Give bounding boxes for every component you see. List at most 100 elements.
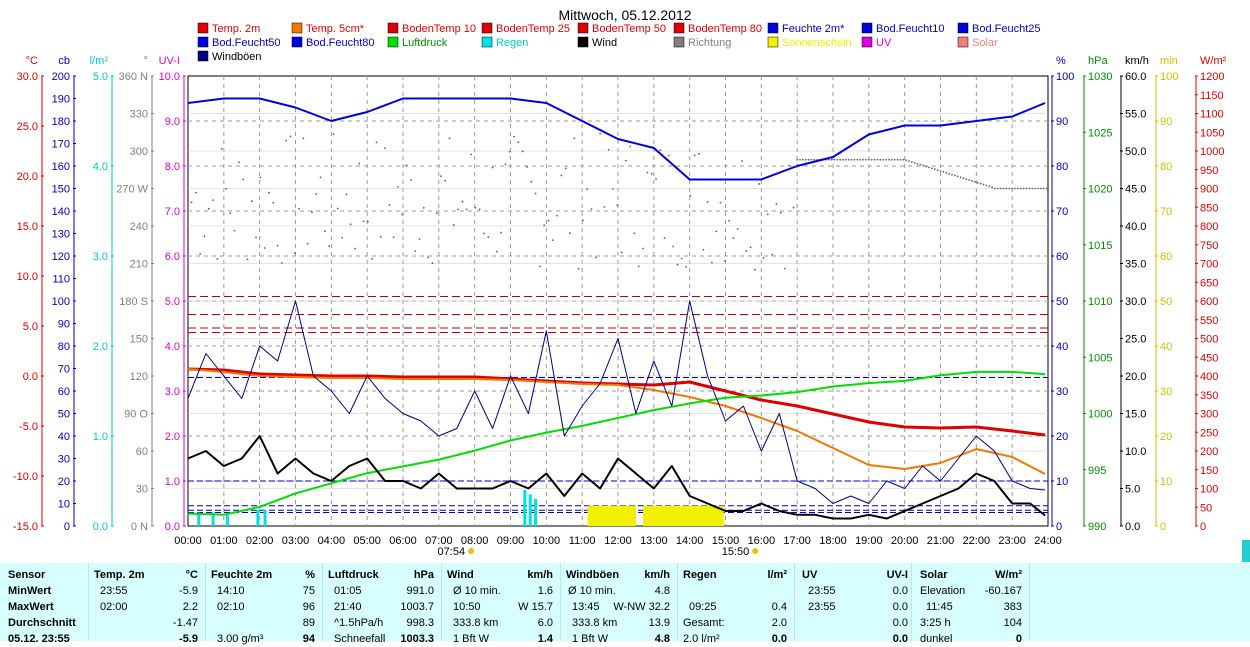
divider	[677, 563, 678, 641]
direction-dot	[974, 180, 976, 183]
axis-tick-label: 0.0	[93, 521, 108, 533]
stats-feuchte-abs: 3.00 g/m³	[217, 633, 264, 645]
axis-tick-label: 15.0	[1125, 409, 1146, 421]
stats-temp2m-current: -5.9	[179, 633, 198, 645]
direction-dot	[354, 247, 356, 250]
legend-label: BodenTemp 80	[688, 23, 762, 35]
direction-dot	[936, 169, 939, 172]
direction-dot	[689, 194, 692, 197]
direction-dot	[663, 237, 666, 240]
stats-temp2m-min: -5.9	[179, 585, 198, 597]
axis-tick-label: 3.0	[165, 386, 180, 398]
direction-dot	[908, 160, 910, 163]
sunrise-label: 07:54	[438, 546, 466, 558]
x-tick-label: 01:00	[210, 535, 238, 547]
direction-dot	[962, 177, 965, 180]
direction-dot	[504, 163, 507, 166]
direction-dot	[1037, 187, 1039, 190]
stats-regen-current: 0.0	[771, 633, 787, 645]
axis-tick-label: 600	[1200, 296, 1218, 308]
direction-dot	[491, 166, 494, 169]
stats-solar-elevation: -60.167	[984, 585, 1022, 597]
direction-dot	[637, 265, 640, 268]
direction-dot	[650, 172, 653, 175]
legend-swatch	[387, 22, 399, 34]
direction-dot	[775, 203, 778, 205]
stats-regen-max-time: 09:25	[689, 601, 717, 613]
axis-tick-label: 550	[1200, 315, 1218, 327]
direction-dot	[910, 161, 913, 163]
x-tick-label: 04:00	[318, 535, 346, 547]
rain-bar	[528, 494, 532, 526]
stats-windboeen-unit: km/h	[644, 569, 670, 581]
stats-sensor-header: Sensor	[8, 569, 46, 581]
direction-dot	[982, 183, 985, 186]
divider	[205, 563, 206, 641]
axis-tick-label: 1030	[1088, 71, 1112, 83]
direction-dot	[289, 135, 292, 138]
direction-dot	[414, 250, 417, 252]
direction-dot	[1031, 187, 1034, 190]
direction-dot	[440, 175, 442, 178]
direction-dot	[255, 236, 257, 239]
x-tick-label: 20:00	[891, 535, 919, 547]
stats-feuchte: Feuchte 2m % 14:10 75 02:10 96 89 3.00 g…	[211, 563, 321, 645]
axis-tick-label: 160	[52, 161, 70, 173]
stats-wind-avg: 6.0	[537, 617, 553, 629]
stats-windboeen-distance: 333.8 km	[572, 617, 618, 629]
x-tick-label: 00:00	[174, 535, 202, 547]
direction-dot	[285, 139, 288, 142]
axis-tick-label: 150	[130, 334, 148, 346]
axis-tick-label: 60	[136, 446, 148, 458]
stats-temp2m-header: Temp. 2m	[94, 569, 145, 581]
direction-dot	[474, 206, 477, 209]
axis-tick-label: 0	[1200, 521, 1206, 533]
axis-tick-label: 0.0	[165, 521, 180, 533]
axis-tick-label: 500	[1200, 334, 1218, 346]
direction-dot	[328, 245, 331, 248]
axis-tick-label: 50.0	[1125, 146, 1146, 158]
stats-temp2m-unit: °C	[185, 569, 198, 581]
legend-label: Luftdruck	[402, 37, 448, 49]
axis-tick-label: 10	[58, 499, 70, 511]
stats-luftdruck-current: 1003.3	[400, 633, 434, 645]
x-tick-label: 16:00	[748, 535, 776, 547]
direction-dot	[358, 162, 361, 165]
legend-label: Windböen	[212, 51, 262, 63]
legend-label: Bod.Feucht25	[972, 23, 1041, 35]
legend-swatch	[291, 36, 303, 48]
axis-tick-label: 1020	[1088, 184, 1112, 196]
stats-luftdruck-forecast: Schneefall	[334, 633, 386, 645]
axis-tick-label: 45.0	[1125, 184, 1146, 196]
axis-tick-label: 50	[1200, 502, 1212, 514]
legend-swatch	[481, 36, 493, 48]
direction-dot	[659, 149, 662, 152]
direction-dot	[534, 192, 537, 195]
stats-windboeen-bft: 1 Bft W	[572, 633, 609, 645]
direction-dot	[603, 206, 606, 208]
axis-tick-label: 700	[1200, 259, 1218, 271]
axis-tick-label: 200	[1200, 446, 1218, 458]
scroll-marker	[1242, 540, 1250, 562]
direction-dot	[543, 224, 546, 227]
direction-dot	[577, 267, 580, 270]
axis-tick-label: 20	[1056, 431, 1068, 443]
stats-solar-avg: 104	[1003, 617, 1022, 629]
axis-tick-label: 50	[1160, 296, 1172, 308]
direction-dot	[827, 158, 830, 161]
direction-dot	[919, 163, 922, 166]
divider	[1029, 563, 1030, 641]
direction-dot	[890, 158, 893, 161]
x-tick-label: 17:00	[783, 535, 811, 547]
stats-feuchte-min-time: 14:10	[217, 585, 245, 597]
x-tick-label: 05:00	[353, 535, 381, 547]
direction-dot	[379, 236, 382, 238]
direction-dot	[672, 245, 675, 248]
stats-row-avg: Durchschnitt	[8, 617, 76, 629]
axis-tick-label: 8.0	[165, 161, 180, 173]
direction-dot	[807, 158, 810, 161]
direction-dot	[702, 248, 705, 251]
direction-dot	[931, 167, 933, 170]
stats-solar-unit: W/m²	[995, 569, 1022, 581]
x-tick-label: 08:00	[461, 535, 489, 547]
